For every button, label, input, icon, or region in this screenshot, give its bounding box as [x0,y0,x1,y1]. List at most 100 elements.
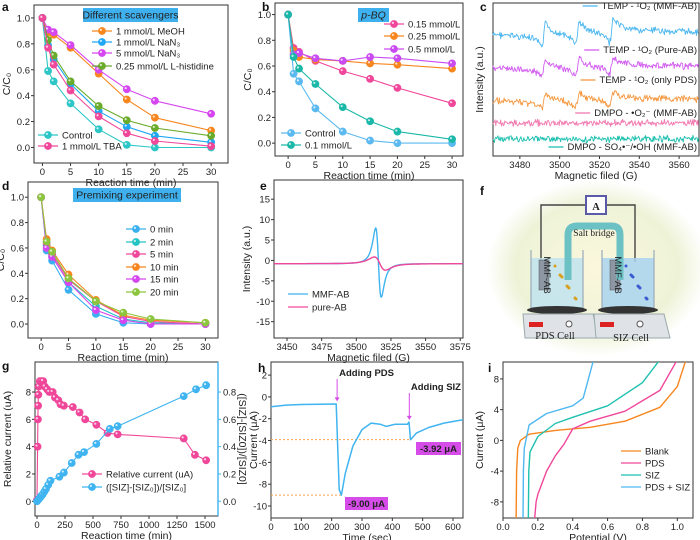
arrow-head-icon [406,415,412,420]
y-tick-label: 2 [262,371,267,382]
data-point-highlight [391,33,394,37]
data-point [34,415,42,424]
legend-label: pure-AB [312,303,347,314]
data-point-highlight [36,392,39,395]
data-point [94,125,103,134]
legend-entry: 0.25 mmol/L L-histidine [92,62,214,73]
data-point-highlight [96,127,99,130]
data-point [150,143,159,152]
plot-frame [273,179,464,339]
data-point-highlight [81,449,85,453]
series-line [40,197,206,325]
x-axis-label: Reaction time (min) [85,177,176,189]
data-point [287,141,295,149]
data-point [64,285,73,294]
data-point-highlight [391,46,394,50]
stirrer-display [600,322,614,327]
data-point [88,483,96,491]
data-point-highlight [296,79,300,82]
y-right-tick-label: 0.8 [223,388,236,399]
stirrer-plate [527,306,587,314]
stirrer-knob-icon [636,320,644,328]
y-tick-label: 0.2 [17,117,30,128]
data-point-highlight [76,452,79,455]
magnetic-stirrer [593,313,671,339]
y-right-tick-label: 0.2 [223,469,236,480]
data-point-highlight [367,119,371,122]
data-point-highlight [89,471,92,474]
legend-label: 0.5 mmol/L [408,45,455,56]
y-tick-label: 0.6 [258,62,271,73]
data-point-highlight [58,402,61,405]
y-tick-label: -6 [259,458,267,469]
series [37,193,210,327]
data-point-highlight [96,114,99,117]
electrode-label: MMF-AB [612,256,623,293]
legend-label: 5 min [150,250,173,261]
data-point-highlight [51,79,54,82]
data-point [191,450,199,459]
data-point-highlight [47,389,50,393]
data-point-highlight [367,61,371,64]
molecule [629,273,633,277]
panel-h: h 0 100 200 300 400 500 600 2 0 -2 -4 -6 -8 -10 Time (s… [248,361,464,540]
data-point-highlight [57,474,60,477]
data-point-highlight [115,432,118,435]
y-tick-label: 8 [26,388,31,399]
legend-entry: 5 mmol/L NaN₃ [92,49,180,60]
data-point [393,127,402,136]
plot-frame [492,2,700,157]
data-point-highlight [367,76,371,79]
data-point-highlight [52,395,55,398]
x-tick-label: 0 [285,160,290,171]
data-point [338,67,347,76]
data-point [295,77,303,86]
panel-letter: d [2,179,9,193]
y-tick-label: 10 [259,215,270,226]
data-point [202,456,211,465]
lsv-curve [527,362,660,518]
x-tick-label: 3525 [380,342,401,353]
x-tick-label: 200 [324,522,340,533]
data-point [92,420,101,429]
data-point [33,442,42,451]
data-point [44,131,52,139]
y-tick-label: 0.2 [11,294,24,305]
panel-letter: c [480,0,487,14]
legend-label: PDS + SIZ [645,483,690,494]
data-point [66,77,75,86]
data-point [289,69,298,78]
data-point [105,424,114,433]
x-tick-label: 10 [91,342,102,353]
series-line [40,197,206,325]
panel-letter: h [258,361,265,375]
y-tick-label: 0 [262,392,267,403]
legend-entry: Control [281,129,336,140]
data-point-highlight [152,98,155,101]
legend-entry: SIZ [621,471,660,482]
x-tick-label: 3550 [415,342,436,353]
data-point-highlight [44,387,48,390]
data-point [81,415,90,424]
data-point [113,430,122,439]
x-tick-label: 30 [206,167,217,178]
data-point-highlight [115,423,118,427]
data-point-highlight [340,104,343,108]
data-point [94,102,103,110]
molecule [553,264,557,268]
data-point [366,136,374,145]
value-label-box [416,442,461,455]
legend-label: PDS [645,459,665,470]
plot-frame [33,4,229,164]
data-point-highlight [288,142,291,145]
left-cell-label: PDS Cell [535,331,574,342]
legend-entry: 15 min [126,275,179,286]
y-axis-label: C/C₀ [242,68,254,90]
panel-g: g 0 250 500 750 1000 1250 1500 0 2 4 6 8 Reaction tim… [2,359,248,540]
data-point [113,422,122,431]
molecule [573,296,577,300]
series [37,193,210,328]
data-point-highlight [82,417,86,420]
legend-entry: TEMP - ¹O₂ (Pure-AB) [584,45,697,56]
